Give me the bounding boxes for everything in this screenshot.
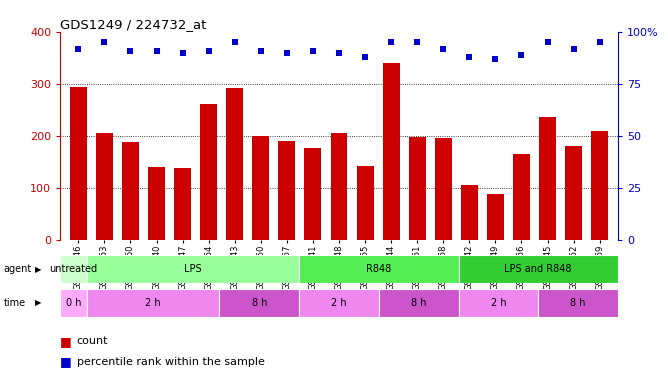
Text: percentile rank within the sample: percentile rank within the sample [77,357,265,367]
Bar [148,167,165,240]
Bar [220,289,299,317]
Bar [409,138,426,240]
Bar [458,255,618,283]
Bar [383,63,399,240]
Text: ■: ■ [60,356,72,368]
Bar [60,289,87,317]
Text: ■: ■ [60,335,72,348]
Bar [513,154,530,240]
Bar [279,141,295,240]
Bar [200,104,217,240]
Bar [357,166,373,240]
Point [412,39,423,45]
Bar [96,134,113,240]
Point [490,56,501,62]
Text: R848: R848 [366,264,391,274]
Point [386,39,397,45]
Point [255,48,266,54]
Bar [305,148,321,240]
Bar [174,168,191,240]
Bar [122,142,139,240]
Point [516,52,527,58]
Text: LPS and R848: LPS and R848 [504,264,572,274]
Point [542,39,553,45]
Bar [458,289,538,317]
Point [73,45,84,51]
Bar [487,194,504,240]
Text: 8 h: 8 h [570,298,586,308]
Text: LPS: LPS [184,264,202,274]
Bar [87,255,299,283]
Point [438,45,449,51]
Text: GDS1249 / 224732_at: GDS1249 / 224732_at [60,18,206,31]
Bar [538,289,618,317]
Bar [379,289,458,317]
Point [99,39,110,45]
Point [151,48,162,54]
Point [125,48,136,54]
Bar [539,117,556,240]
Bar [331,134,347,240]
Bar [70,87,87,240]
Point [177,50,188,56]
Point [464,54,475,60]
Point [360,54,371,60]
Text: 8 h: 8 h [252,298,267,308]
Point [334,50,345,56]
Bar [60,255,87,283]
Text: 2 h: 2 h [145,298,161,308]
Text: ▶: ▶ [35,265,41,274]
Point [568,45,579,51]
Text: time: time [3,298,25,308]
Text: 2 h: 2 h [331,298,347,308]
Text: 8 h: 8 h [411,298,426,308]
Bar [299,289,379,317]
Text: 0 h: 0 h [65,298,81,308]
Point [595,39,605,45]
Point [229,39,240,45]
Bar [565,146,582,240]
Text: 2 h: 2 h [490,298,506,308]
Point [281,50,292,56]
Bar [299,255,458,283]
Text: agent: agent [3,264,31,274]
Bar [87,289,220,317]
Text: count: count [77,336,108,346]
Bar [591,131,608,240]
Bar [253,136,269,240]
Bar [461,185,478,240]
Point [307,48,318,54]
Bar [435,138,452,240]
Text: ▶: ▶ [35,298,41,307]
Point [203,48,214,54]
Bar [226,87,243,240]
Text: untreated: untreated [49,264,98,274]
